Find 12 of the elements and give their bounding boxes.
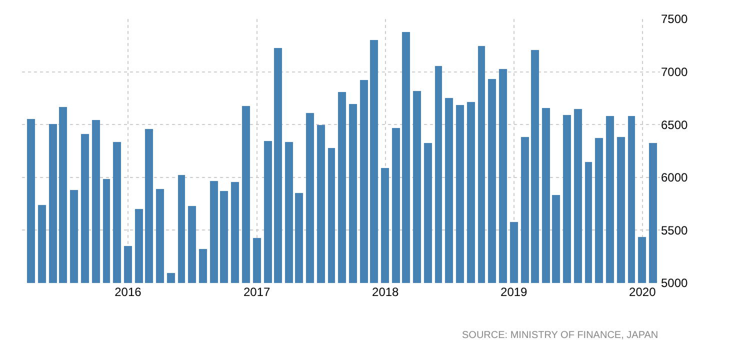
y-tick-label: 5500 <box>661 223 688 238</box>
y-tick-label: 6500 <box>661 118 688 132</box>
y-tick-label: 6000 <box>661 170 688 185</box>
x-tick-label: 2017 <box>244 285 271 299</box>
y-tick-label: 5000 <box>661 276 688 290</box>
x-tick-label: 2019 <box>500 285 528 299</box>
x-tick-label: 2020 <box>629 285 656 299</box>
x-tick-label: 2016 <box>114 285 142 299</box>
y-tick-label: 7000 <box>661 65 688 79</box>
x-tick-label: 2018 <box>372 285 400 299</box>
y-tick-label: 7500 <box>661 12 688 26</box>
source-note: SOURCE: MINISTRY OF FINANCE, JAPAN <box>462 330 658 340</box>
